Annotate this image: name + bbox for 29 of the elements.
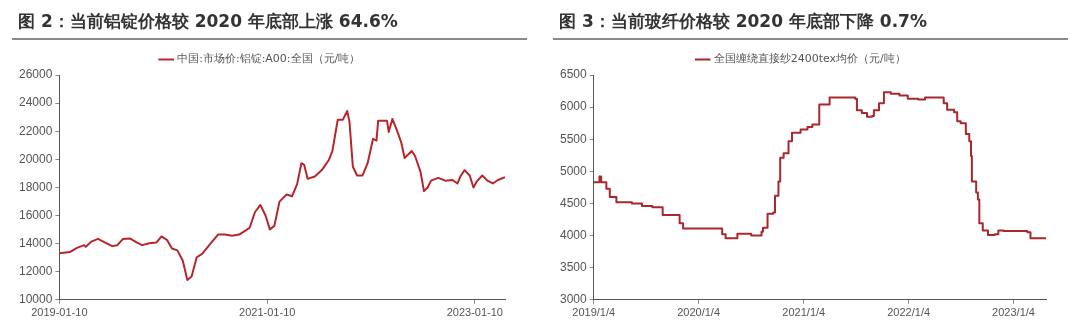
x-tick-label: 2023/1/4 — [992, 306, 1035, 319]
y-tick-label: 3500 — [559, 260, 588, 274]
y-tick-label: 18000 — [18, 179, 53, 194]
y-tick-label: 4000 — [559, 227, 588, 242]
x-tick-label: 2020/1/4 — [677, 306, 720, 319]
chart-title: 图 2：当前铝锭价格较 2020 年底部上涨 64.6% — [12, 6, 527, 40]
y-tick-label: 22000 — [18, 123, 53, 138]
y-tick-label: 3000 — [559, 292, 588, 307]
x-tick-label: 2022/1/4 — [887, 306, 931, 319]
y-tick-label: 5000 — [559, 163, 588, 178]
x-tick-label: 2023-01-10 — [446, 306, 503, 319]
x-tick-label: 2019-01-10 — [31, 306, 88, 319]
legend-label: 全国缠绕直接纱2400tex均价（元/吨） — [713, 52, 906, 66]
y-tick-label: 6500 — [559, 67, 588, 82]
y-tick-label: 5500 — [559, 131, 588, 146]
y-tick-label: 12000 — [18, 264, 53, 279]
y-tick-label: 26000 — [18, 67, 53, 82]
legend-label: 中国:市场价:铝锭:A00:全国（元/吨） — [177, 52, 361, 66]
x-tick-label: 2021-01-10 — [239, 306, 296, 319]
y-tick-label: 16000 — [18, 207, 53, 222]
x-tick-label: 2021/1/4 — [782, 306, 826, 319]
chart-title: 图 3：当前玻纤价格较 2020 年底部下降 0.7% — [553, 6, 1068, 40]
y-tick-label: 6000 — [559, 99, 588, 114]
y-tick-label: 14000 — [18, 235, 53, 250]
y-tick-label: 24000 — [18, 95, 53, 110]
x-tick-label: 2019/1/4 — [572, 306, 616, 319]
y-tick-label: 4500 — [559, 195, 588, 210]
y-tick-label: 10000 — [18, 292, 53, 307]
y-tick-label: 20000 — [18, 151, 53, 166]
